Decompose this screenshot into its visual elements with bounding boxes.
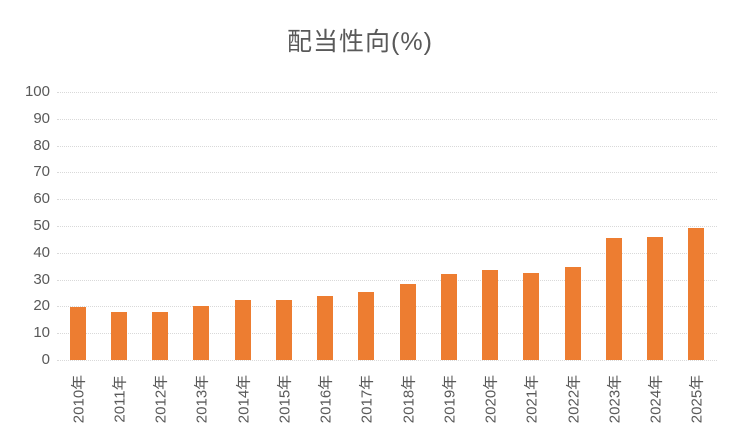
bar-2021年: [523, 273, 540, 360]
x-tick-label: 2019年: [441, 374, 459, 424]
bar-2023年: [605, 238, 622, 360]
y-tick-label: 100: [24, 83, 50, 100]
x-tick-label: 2012年: [152, 374, 170, 424]
x-tick-label: 2022年: [565, 374, 583, 424]
bar-2011年: [110, 312, 127, 360]
bar-2020年: [482, 269, 499, 360]
x-tick-label: 2010年: [70, 374, 88, 424]
bar-2014年: [234, 299, 251, 360]
x-tick-label: 2013年: [193, 374, 211, 424]
x-tick-label: 2014年: [235, 374, 253, 424]
bar-2018年: [399, 284, 416, 360]
chart-title: 配当性向(%): [287, 28, 433, 56]
y-tick-label: 50: [33, 217, 50, 234]
bar-2022年: [564, 267, 581, 360]
gridline: [57, 92, 717, 93]
x-tick-label: 2023年: [606, 374, 624, 424]
y-tick-label: 80: [33, 136, 50, 154]
gridline: [57, 360, 717, 361]
y-tick-label: 20: [33, 297, 50, 315]
bar-2025年: [688, 227, 705, 360]
y-tick-label: 0: [41, 351, 50, 368]
y-tick-label: 30: [33, 270, 50, 288]
gridline: [57, 279, 717, 281]
x-tick-label: 2011年: [111, 375, 129, 423]
bar-2024年: [647, 236, 664, 360]
gridline: [57, 306, 717, 308]
bar-2012年: [152, 312, 169, 360]
x-tick-label: 2017年: [358, 374, 376, 424]
gridline: [57, 252, 717, 254]
y-tick-label: 60: [33, 190, 50, 208]
x-tick-label: 2016年: [317, 374, 335, 424]
gridline: [57, 226, 717, 227]
x-tick-label: 2025年: [688, 374, 706, 424]
y-tick-label: 10: [33, 324, 50, 342]
x-tick-label: 2018年: [400, 374, 418, 424]
y-tick-label: 70: [33, 163, 50, 181]
bar-2017年: [358, 291, 375, 360]
bar-2013年: [193, 305, 210, 360]
y-tick-label: 90: [33, 109, 50, 127]
x-tick-label: 2015年: [276, 374, 294, 424]
bar-2016年: [317, 295, 334, 360]
y-tick-label: 40: [33, 243, 50, 261]
x-tick-label: 2024年: [647, 374, 665, 424]
gridline: [57, 118, 717, 120]
gridline: [57, 172, 717, 174]
gridline: [57, 199, 717, 201]
gridline: [57, 145, 717, 147]
x-tick-label: 2020年: [482, 374, 500, 424]
bar-2015年: [275, 300, 292, 360]
gridline: [57, 333, 717, 335]
x-tick-label: 2021年: [523, 374, 541, 424]
bar-2019年: [440, 273, 457, 360]
bar-2010年: [69, 307, 86, 360]
